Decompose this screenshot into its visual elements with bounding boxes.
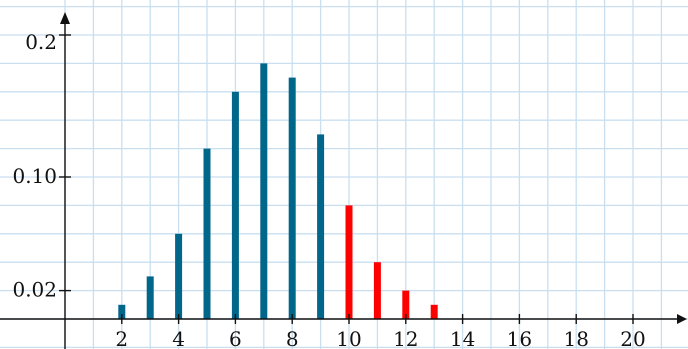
bar-x8 [288,77,296,319]
bar-x9 [317,134,325,319]
x-tick-label: 16 [507,327,532,349]
x-tick-label: 4 [172,327,185,349]
bar-x2 [118,304,126,319]
y-tick-label: 0.2 [25,30,57,54]
x-tick-label: 2 [115,327,128,349]
bar-x10 [345,205,353,319]
x-tick-label: 18 [563,327,588,349]
bar-x5 [203,148,211,319]
x-tick-label: 12 [393,327,418,349]
y-tick-label: 0.02 [12,278,57,302]
x-axis-arrow [677,314,687,324]
bar-x7 [260,63,268,320]
x-tick-label: 10 [336,327,361,349]
tick-labels: 2 4 6 8 10 12 14 16 18 20 0.02 0.10 0.2 [12,30,645,349]
bar-x3 [146,276,154,319]
axes [0,12,687,349]
bar-x11 [373,262,381,319]
bar-x12 [402,290,410,319]
bar-x4 [175,233,183,319]
y-axis-arrow [60,12,70,24]
x-tick-label: 8 [286,327,299,349]
bars [118,63,438,320]
y-tick-label: 0.10 [12,164,57,188]
x-tick-label: 6 [229,327,242,349]
x-tick-label: 14 [450,327,475,349]
x-tick-label: 20 [620,327,645,349]
bar-x13 [430,304,438,319]
bar-x6 [231,91,239,319]
